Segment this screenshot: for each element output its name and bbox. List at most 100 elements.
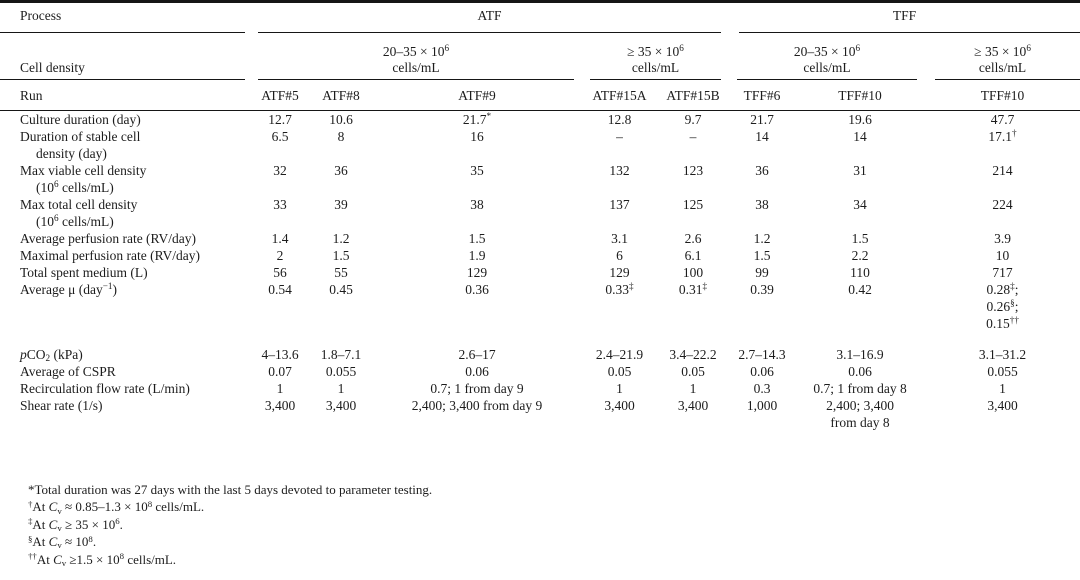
process-group-tff: TFF [729,3,1080,33]
table-row: Culture duration (day) 12.7 10.6 21.7* 12.8 9… [0,111,1080,128]
data-cell: 1 [999,381,1006,396]
data-cell: 0.45 [329,282,353,297]
data-cell: 1.5 [468,231,486,246]
data-cell: – [689,129,697,144]
table-row: Recirculation flow rate (L/min) 1 1 0.7; 1 … [0,380,1080,397]
row-label: Total spent medium (L) [20,265,148,280]
density-group-tff-high: ≥ 35 × 106 cells/mL [925,33,1080,80]
density-group-tff-low: 20–35 × 106 cells/mL [729,33,925,80]
row-label: Culture duration (day) [20,112,141,127]
row-label: Duration of stable cell density (day) [20,129,141,161]
row-label: Average μ (day−1) [20,281,117,297]
row-label: pCO2 (kPa) [20,347,83,364]
data-cell: 3.9 [994,231,1011,246]
data-cell: 0.06 [465,364,489,379]
run-label: Run [0,80,250,111]
data-cell: 1.5 [851,231,869,246]
process-parameters-table: Process ATF TFF Cell density 20–35 × 106… [0,0,1080,431]
data-cell: 2.6 [684,231,702,246]
run-header-row: Run ATF#5 ATF#8 ATF#9 ATF#15A ATF#15B TF… [0,80,1080,111]
data-cell: 19.6 [848,112,872,127]
data-cell: 6.1 [684,248,702,263]
data-cell: – [616,129,623,144]
data-cell: 21.7 [750,112,774,127]
data-cell: 2.2 [851,248,869,263]
data-cell: 3,400 [987,398,1018,413]
footnote: *Total duration was 27 days with the las… [28,482,433,497]
row-label: Max viable cell density (106 cells/mL) [20,163,147,195]
data-cell: 132 [609,163,630,178]
table-row: pCO2 (kPa) 4–13.6 1.8–7.1 2.6–17 2.4–21.9 3.4… [0,346,1080,363]
density-group-atf-high: ≥ 35 × 106 cells/mL [582,33,729,80]
data-cell: 0.055 [325,364,357,379]
data-cell: 9.7 [684,112,702,127]
run-col-header: ATF#5 [250,80,310,111]
data-cell: 129 [466,265,488,280]
table-row: Average of CSPR 0.07 0.055 0.06 0.05 0.05 0.06… [0,363,1080,380]
data-cell: 1.2 [332,231,350,246]
data-cell: 32 [273,163,287,178]
data-cell: 1.9 [468,248,486,263]
data-cell: 34 [853,197,867,212]
data-cell: 1.5 [753,248,771,263]
data-cell: 36 [755,163,769,178]
data-cell: 55 [334,265,348,280]
data-cell: 1 [616,381,623,396]
table-row: Shear rate (1/s) 3,400 3,400 2,400; 3,400 f… [0,397,1080,431]
data-cell: 33 [273,197,287,212]
data-cell: 0.06 [750,364,774,379]
table-row: Average perfusion rate (RV/day) 1.4 1.2 1.5… [0,230,1080,247]
table-header: Process ATF TFF Cell density 20–35 × 106… [0,3,1080,111]
data-cell: 110 [850,265,870,280]
data-cell: 38 [470,197,484,212]
row-label: Max total cell density (106 cells/mL) [20,197,138,229]
data-cell: 1 [276,381,284,396]
data-cell: 1.2 [753,231,771,246]
data-cell: 1,000 [746,398,778,413]
data-cell: 56 [273,265,287,280]
process-group-atf: ATF [250,3,729,33]
data-cell: 0.07 [268,364,292,379]
data-cell: 12.8 [607,112,632,127]
data-cell: 0.7; 1 from day 9 [430,381,524,396]
table-row: Maximal perfusion rate (RV/day) 2 1.5 1.9 6 6… [0,247,1080,264]
data-cell: 36 [334,163,348,178]
data-cell: 100 [682,265,704,280]
data-cell: 38 [755,197,769,212]
footnote: ‡At Cv ≥ 35 × 106. [28,516,123,534]
density-group-atf-low: 20–35 × 106 cells/mL [250,33,582,80]
data-cell: 35 [470,163,484,178]
data-cell: 3.4–22.2 [669,347,717,362]
data-cell: 717 [992,265,1013,280]
table-row: Total spent medium (L) 56 55 129 129 100 99 110… [0,264,1080,281]
table-row: Max total cell density (106 cells/mL) 33 39… [0,196,1080,230]
data-cell: 21.7* [462,111,492,127]
run-col-header: TFF#10 [925,80,1080,111]
data-cell: 2,400; 3,400 from day 8 [826,398,894,430]
data-cell: 123 [682,163,704,178]
data-cell: 39 [334,197,348,212]
data-cell: 1 [337,381,345,396]
data-cell: 3.1 [611,231,628,246]
data-cell: 0.06 [848,364,872,379]
data-cell: 0.36 [465,282,489,297]
data-cell: 2,400; 3,400 from day 9 [411,398,543,413]
data-cell: 6 [616,248,623,263]
run-col-header: ATF#8 [310,80,372,111]
spacer-row [0,332,1080,346]
process-label: Process [0,3,250,33]
cell-density-label: Cell density [0,33,250,80]
data-cell: 0.39 [750,282,774,297]
data-cell: 0.54 [268,282,292,297]
table-row: Max viable cell density (106 cells/mL) 32 3… [0,162,1080,196]
data-cell: 3,400 [604,398,635,413]
table-row: Average μ (day−1) 0.54 0.45 0.36 0.33‡ 0.31‡ 0… [0,281,1080,332]
run-col-header: TFF#10 [795,80,926,111]
row-label: Average perfusion rate (RV/day) [20,231,196,246]
data-cell: 0.31‡ [678,281,708,297]
data-cell: 0.7; 1 from day 8 [813,381,907,396]
run-col-header: TFF#6 [729,80,796,111]
data-cell: 1.4 [271,231,289,246]
footnote: †At Cv ≈ 0.85–1.3 × 108 cells/mL. [28,499,205,516]
data-cell: 10 [995,248,1010,263]
